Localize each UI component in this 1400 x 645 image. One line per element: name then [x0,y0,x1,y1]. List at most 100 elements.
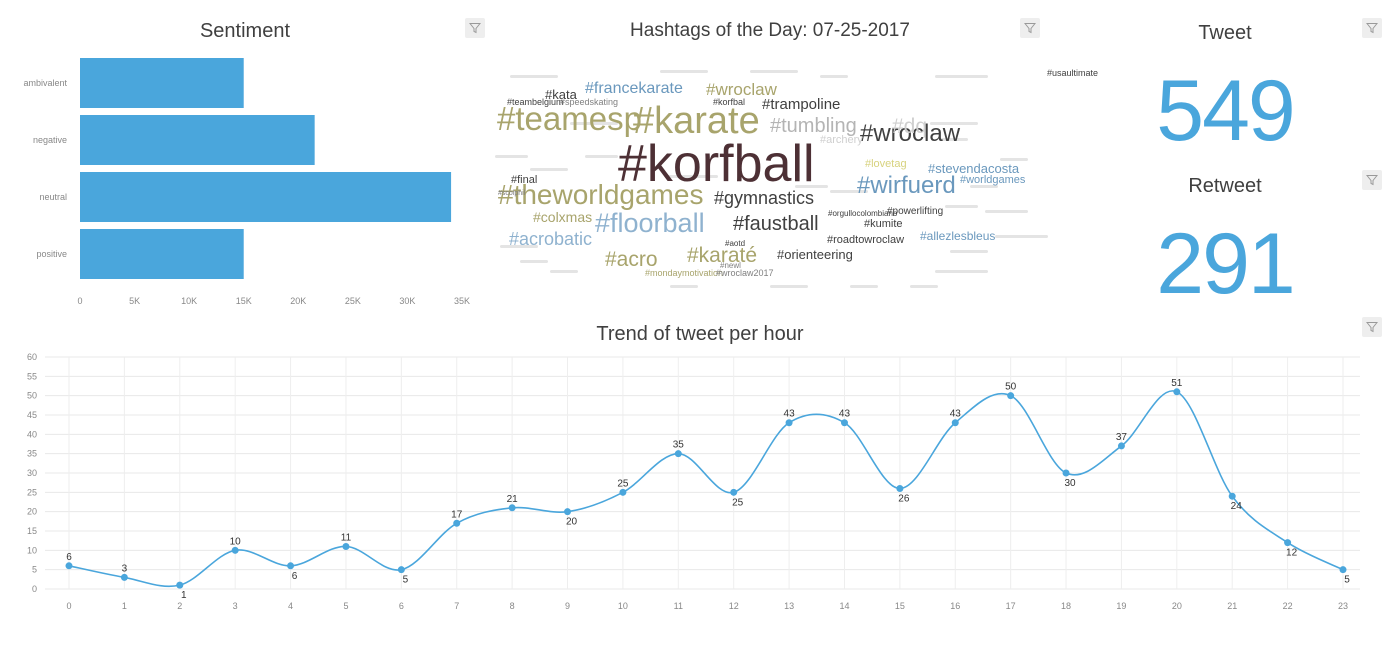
hashtag-word[interactable]: #roadtowroclaw [827,234,905,246]
hashtag-word[interactable]: #colxmas [533,209,593,225]
hashtag-word[interactable]: #archery [820,134,863,146]
hashtag-word[interactable]: #kumite [864,218,903,230]
hashtag-word[interactable]: #wroclaw [860,120,961,147]
hashtag-word[interactable]: #powerlifting [887,206,944,217]
hashtag-word[interactable]: #teamesp [497,100,642,137]
hashtag-word[interactable]: #orienteering [777,247,853,262]
hashtag-word[interactable]: #faustball [733,213,819,235]
retweet-count: 291 [1156,216,1296,312]
hashtag-word[interactable]: #tumbling [770,115,857,137]
word-cloud: #korfball #karate #teamesp #theworldgames #f… [490,60,1098,300]
x-tick-label: 6 [399,601,404,611]
hashtag-word[interactable]: #teambelgium [507,97,564,107]
data-point [564,508,572,516]
retweet-label: Retweet [1188,175,1262,197]
data-label: 43 [784,409,796,420]
tweet-count: 549 [1156,63,1296,159]
hashtag-word[interactable]: #karaté [687,244,758,267]
data-label: 43 [950,409,962,420]
x-tick-label: 8 [510,601,515,611]
hashtag-word[interactable]: #acrobatic [509,229,593,249]
hashtag-word[interactable]: #karate [633,100,760,142]
bar-neutral [80,172,452,222]
hashtag-word[interactable]: #worldgames [960,174,1026,186]
data-point [1228,492,1236,500]
x-tick-label: 11 [674,601,683,611]
faint-hashtag [585,155,618,158]
data-point [1284,539,1292,547]
faint-hashtag [495,155,528,158]
hashtags-filter-button[interactable] [1020,18,1040,38]
hashtag-word[interactable]: #final [511,174,538,186]
tweet-filter-button[interactable] [1362,18,1382,38]
hashtag-word[interactable]: #scolphil [498,190,526,197]
sentiment-title: Sentiment [199,20,291,42]
data-label: 5 [403,575,409,586]
data-label: 6 [292,571,298,582]
data-point [1007,392,1015,400]
x-tick-label: 10K [181,296,197,306]
hashtag-word[interactable]: #allezlesbleus [920,229,996,243]
y-tick-label: 30 [27,468,37,478]
hashtag-word[interactable]: #trampoline [762,96,841,113]
data-point [896,484,904,492]
hashtag-word[interactable]: #aotd [725,239,746,248]
hashtag-word[interactable]: #orgullocolombiano [828,209,898,218]
filter-icon [1366,175,1378,186]
data-label: 3 [122,563,128,574]
y-tick-label: 35 [27,449,37,459]
x-tick-label: 7 [454,601,459,611]
hashtag-word[interactable]: #wroclaw2017 [716,268,774,278]
hashtag-word[interactable]: #stevendacosta [928,161,1020,176]
data-point [840,419,848,427]
hashtag-word[interactable]: #wirfuerd [857,172,956,199]
hashtag-word[interactable]: #lovetag [865,158,907,170]
hashtag-word[interactable]: #francekarate [585,80,683,97]
y-tick-label: 50 [27,391,37,401]
data-point [453,519,461,527]
faint-hashtag [550,270,578,273]
trend-panel: Trend of tweet per hour 0 5 10 15 20 25 30 35 40… [0,315,1400,645]
data-label: 5 [1344,575,1350,586]
category-label-negative: negative [33,135,67,145]
x-tick-label: 19 [1116,601,1126,611]
data-point [231,546,239,554]
hashtag-word[interactable]: #usaultimate [1047,68,1099,78]
x-tick-label: 12 [729,601,739,611]
faint-hashtag [945,205,978,208]
x-tick-label: 0 [77,296,82,306]
x-tick-label: 9 [565,601,570,611]
x-tick-label: 18 [1061,601,1071,611]
faint-hashtag [530,168,568,171]
x-tick-label: 0 [66,601,71,611]
faint-hashtag [820,75,848,78]
sentiment-filter-button[interactable] [465,18,485,38]
data-label: 20 [566,517,578,528]
hashtag-word[interactable]: #theworldgames [498,179,704,210]
hashtag-word[interactable]: #korfball [618,135,815,193]
y-tick-label: 10 [27,545,37,555]
x-tick-label: 30K [399,296,415,306]
hashtag-word[interactable]: #newl [720,261,741,270]
x-tick-label: 15K [236,296,252,306]
hashtag-word[interactable]: #kata [545,87,577,102]
hashtag-word[interactable]: #gymnastics [714,188,815,208]
tweet-label: Tweet [1198,22,1252,44]
hashtag-word[interactable]: #acro [605,248,658,271]
trend-title: Trend of tweet per hour [596,323,804,345]
x-tick-label: 17 [1006,601,1016,611]
x-tick-label: 13 [784,601,794,611]
data-point [1062,469,1070,477]
hashtag-word[interactable]: #floorball [595,208,705,238]
hashtag-word[interactable]: #korfbal [713,97,746,107]
retweet-filter-button[interactable] [1362,170,1382,190]
hashtag-word[interactable]: #dq [892,115,928,138]
hashtag-word[interactable]: #speedskating [560,97,619,107]
hashtag-word[interactable]: #mondaymotivation [645,268,724,278]
y-tick-label: 20 [27,507,37,517]
trend-filter-button[interactable] [1362,317,1382,337]
faint-hashtag [500,245,538,248]
hashtag-word[interactable]: #wroclaw [706,80,777,99]
filter-icon [1366,23,1378,34]
